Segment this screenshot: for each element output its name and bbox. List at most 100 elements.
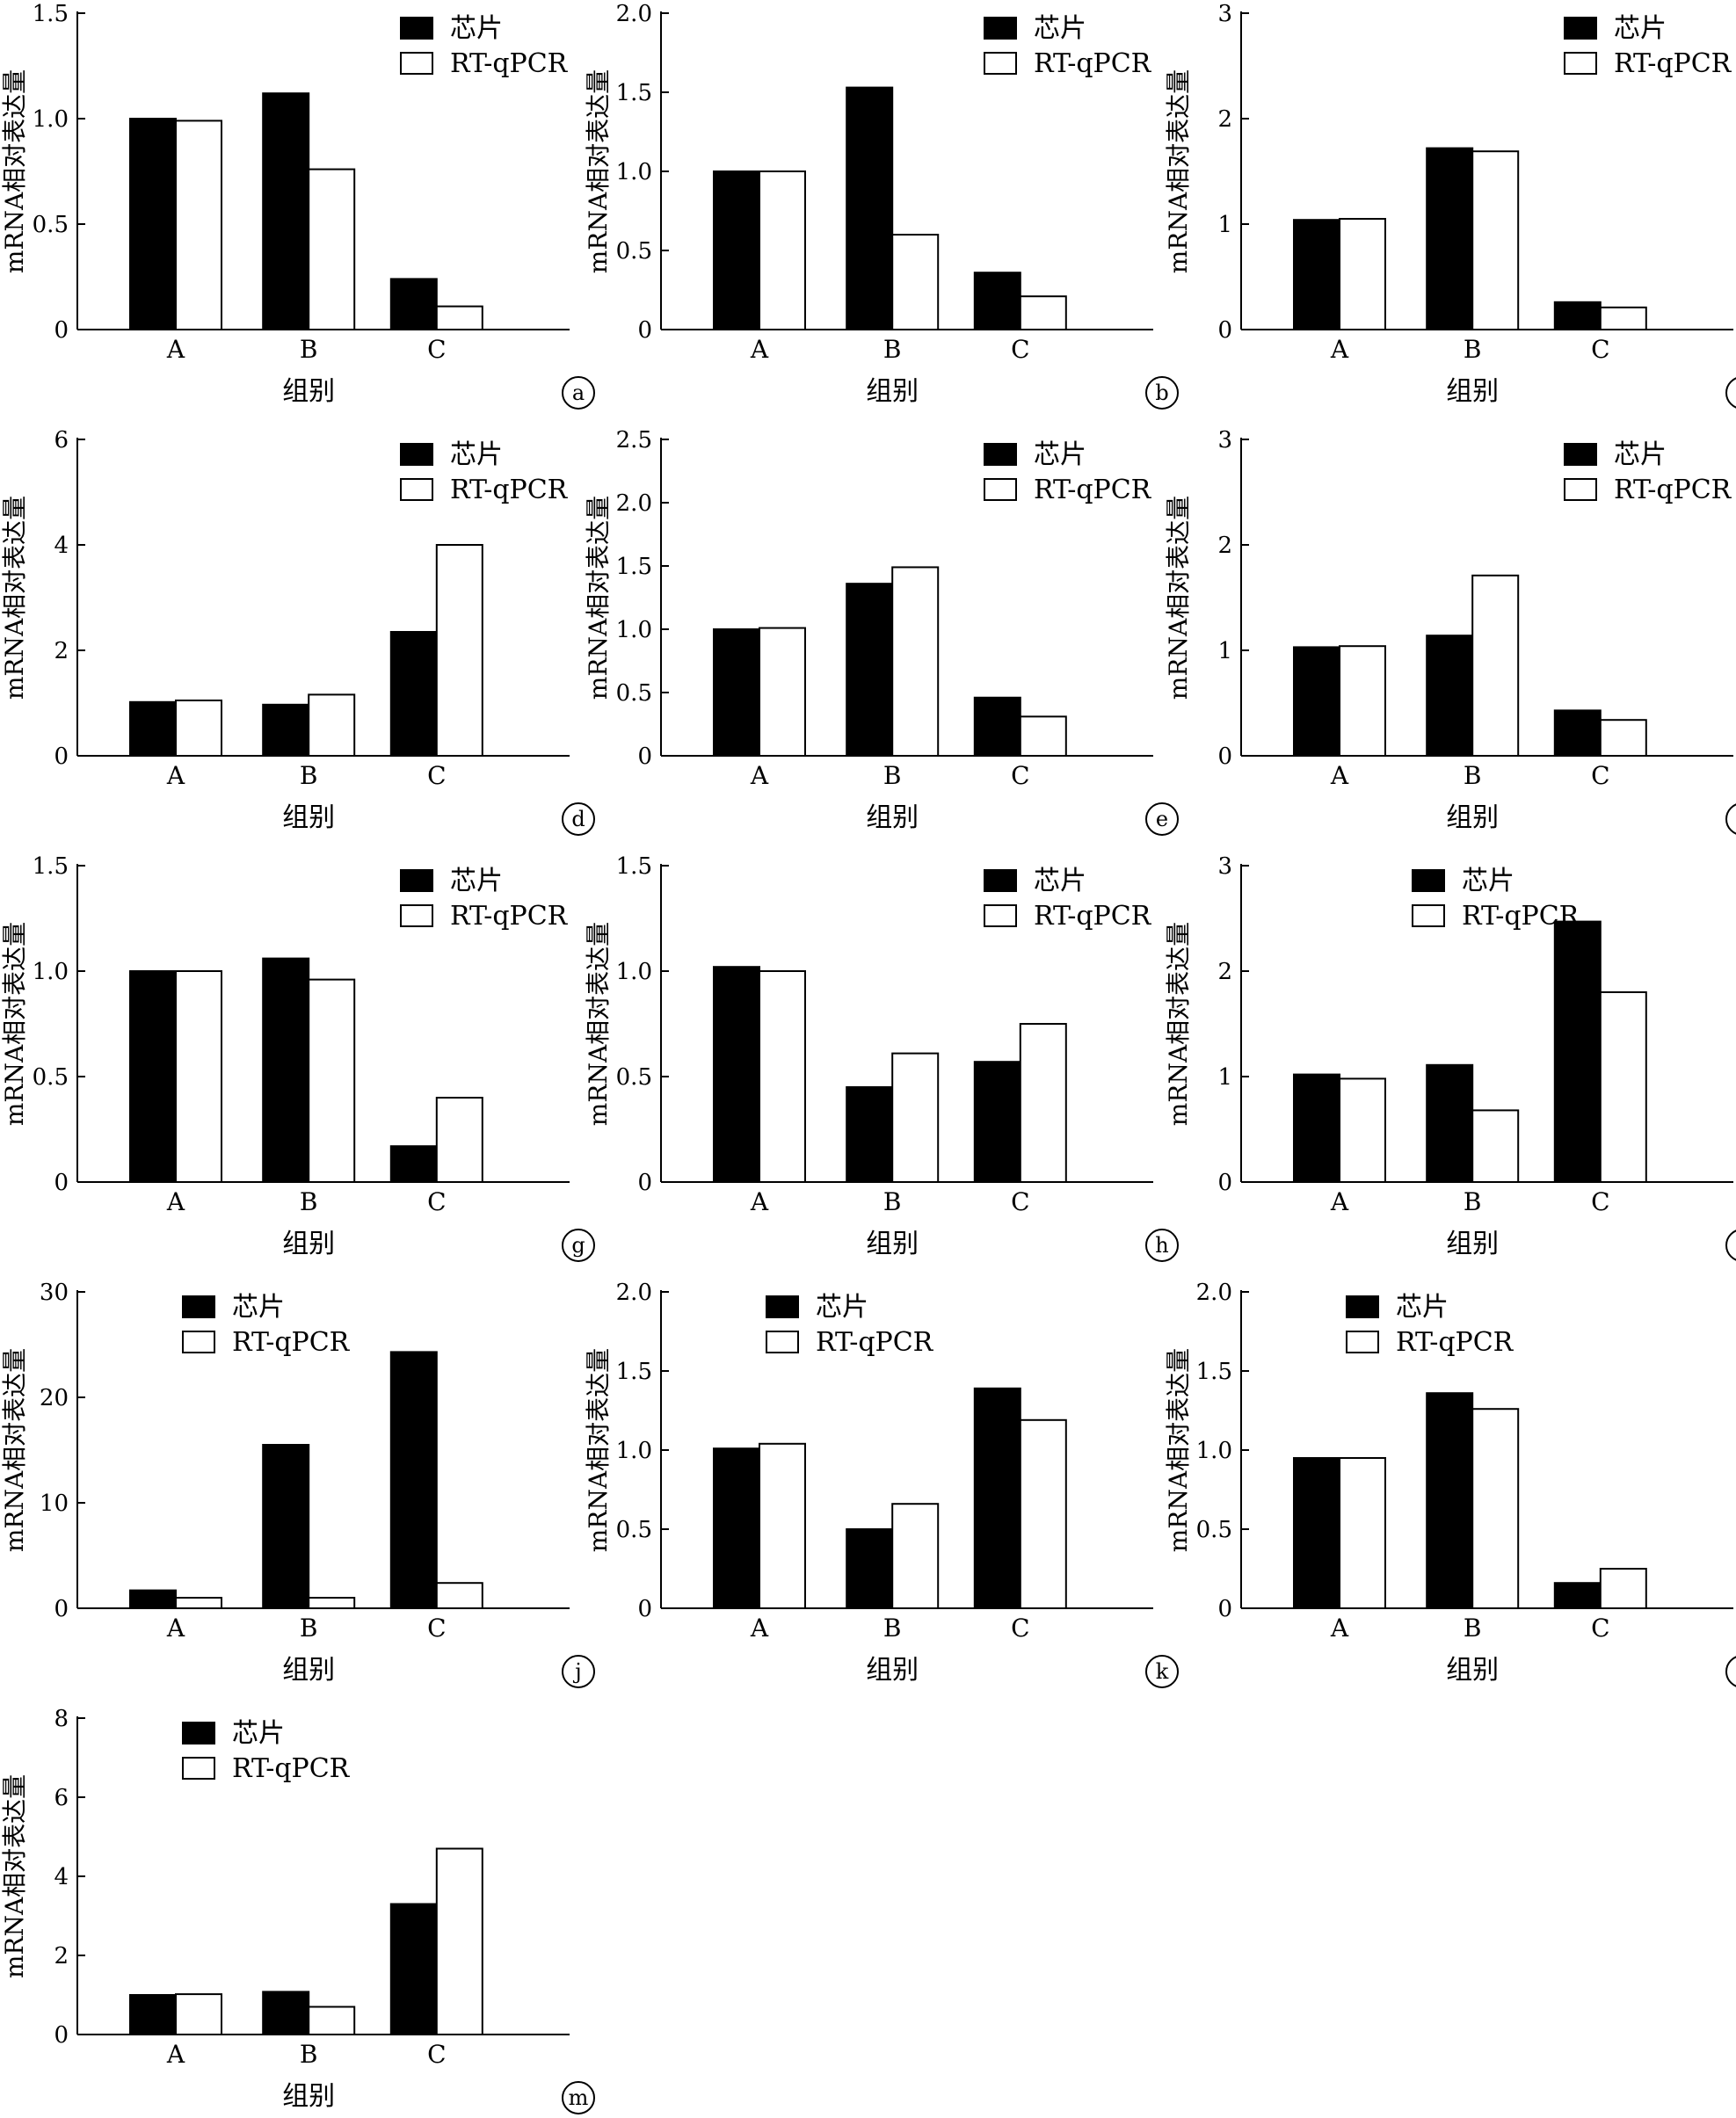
x-tick-label: B bbox=[300, 761, 318, 790]
legend-swatch-chip bbox=[400, 869, 433, 892]
legend-swatch-qpcr bbox=[1564, 478, 1597, 501]
legend-label-qpcr: RT-qPCR bbox=[1034, 475, 1152, 505]
panel-label-circle bbox=[562, 1655, 595, 1688]
bar-chip bbox=[846, 86, 894, 330]
bar-qpcr bbox=[1339, 1457, 1386, 1609]
legend-label-chip: 芯片 bbox=[1614, 13, 1667, 44]
x-tick-label: C bbox=[427, 1614, 446, 1643]
bar-chip bbox=[1293, 646, 1340, 758]
panel-b: 0 0.5 1.0 1.5 2.0 mRNA相对表达量 A B C 组别 b 芯片 RT-qPCR bbox=[584, 1, 1179, 410]
legend-swatch-qpcr bbox=[182, 1331, 215, 1353]
panel-label-circle bbox=[562, 802, 595, 836]
y-tick-label: 2 bbox=[1217, 959, 1232, 985]
y-axis-label: mRNA相对表达量 bbox=[584, 496, 613, 700]
x-tick-label: A bbox=[750, 761, 769, 790]
x-tick-label: B bbox=[1464, 1187, 1482, 1216]
panel-m: 0 2 4 6 8 mRNA相对表达量 A B C 组别 m 芯片 RT-qPCR bbox=[0, 1706, 595, 2114]
y-axis-label: mRNA相对表达量 bbox=[584, 1348, 613, 1552]
x-tick-label: A bbox=[1330, 335, 1349, 364]
bar-qpcr bbox=[759, 970, 806, 1183]
panel-g: 0 0.5 1.0 1.5 mRNA相对表达量 A B C 组别 g 芯片 RT-qPCR bbox=[0, 853, 595, 1262]
legend-label-chip: 芯片 bbox=[450, 13, 503, 44]
y-tick-label: 1.5 bbox=[616, 853, 652, 880]
bar-chip bbox=[973, 1387, 1021, 1610]
y-axis-label: mRNA相对表达量 bbox=[1164, 1348, 1193, 1552]
y-tick-label: 0.5 bbox=[33, 1064, 69, 1091]
bar-qpcr bbox=[1019, 1023, 1067, 1183]
y-tick-label: 3 bbox=[1217, 853, 1232, 880]
y-tick-label: 1.0 bbox=[616, 617, 652, 643]
bar-chip bbox=[389, 631, 438, 757]
bar-qpcr bbox=[891, 566, 940, 757]
panel-c: 0123mRNA相对表达量ABC组别c芯片RT-qPCR bbox=[1164, 1, 1736, 409]
x-tick-label: A bbox=[166, 1187, 185, 1216]
bar-chip bbox=[713, 170, 760, 330]
x-tick-label: C bbox=[427, 335, 446, 364]
y-tick-label: 2 bbox=[1217, 533, 1232, 559]
x-tick-label: C bbox=[1591, 1614, 1609, 1643]
y-axis-label: mRNA相对表达量 bbox=[1164, 922, 1193, 1126]
bar-qpcr bbox=[891, 1052, 940, 1183]
x-tick-label: A bbox=[1330, 1614, 1349, 1643]
panel-label: d bbox=[571, 807, 585, 831]
bar-qpcr bbox=[435, 1097, 483, 1183]
bar-chip bbox=[973, 272, 1021, 331]
x-axis-label: 组别 bbox=[282, 2081, 335, 2112]
y-tick-label: 0 bbox=[637, 743, 652, 770]
legend-label-qpcr: RT-qPCR bbox=[450, 48, 569, 79]
y-tick-label: 0 bbox=[54, 317, 69, 344]
x-axis-label: 组别 bbox=[1446, 1229, 1499, 1259]
y-axis-label: mRNA相对表达量 bbox=[584, 69, 613, 273]
bar-qpcr bbox=[891, 234, 940, 330]
legend-label-qpcr: RT-qPCR bbox=[450, 475, 569, 505]
legend-swatch-qpcr bbox=[400, 52, 433, 75]
bar-qpcr bbox=[308, 693, 356, 758]
legend-swatch-qpcr bbox=[766, 1331, 799, 1353]
x-axis-label: 组别 bbox=[866, 802, 919, 833]
panel-label: a bbox=[572, 381, 585, 405]
bar-qpcr bbox=[759, 170, 806, 330]
legend-label-chip: 芯片 bbox=[450, 866, 503, 896]
x-tick-label: C bbox=[1591, 761, 1609, 790]
legend-label-qpcr: RT-qPCR bbox=[816, 1327, 934, 1358]
bar-chip bbox=[389, 278, 438, 330]
x-tick-label: B bbox=[300, 2040, 318, 2069]
legend-label-chip: 芯片 bbox=[1034, 13, 1086, 44]
x-tick-label: A bbox=[750, 1187, 769, 1216]
panel-label-circle bbox=[1725, 803, 1736, 835]
legend-label-qpcr: RT-qPCR bbox=[1614, 48, 1732, 79]
panel-l: 00.51.01.52.0mRNA相对表达量ABC组别l芯片RT-qPCR bbox=[1164, 1280, 1736, 1687]
legend-swatch-chip bbox=[400, 17, 433, 40]
panel-label-circle bbox=[1145, 802, 1179, 836]
y-tick-label: 0 bbox=[1217, 317, 1232, 344]
x-axis-label: 组别 bbox=[282, 1655, 335, 1686]
panel-h: 0 0.5 1.0 1.5 mRNA相对表达量 A B C 组别 h 芯片 RT-qPCR bbox=[584, 853, 1179, 1262]
y-tick-label: 0.5 bbox=[616, 1517, 652, 1543]
x-tick-label: B bbox=[300, 335, 318, 364]
y-tick-label: 0 bbox=[637, 317, 652, 344]
bar-qpcr bbox=[175, 1993, 222, 2036]
legend-label-chip: 芯片 bbox=[450, 439, 503, 470]
y-tick-label: 0 bbox=[1217, 1596, 1232, 1622]
bar-qpcr bbox=[1019, 295, 1067, 331]
panel-label: m bbox=[569, 2085, 589, 2110]
x-tick-label: B bbox=[300, 1187, 318, 1216]
y-tick-label: 2.0 bbox=[616, 1, 652, 27]
x-tick-label: B bbox=[883, 1614, 902, 1643]
x-axis-label: 组别 bbox=[282, 376, 335, 407]
y-tick-label: 0 bbox=[54, 1596, 69, 1622]
bar-qpcr bbox=[1471, 150, 1520, 330]
legend-label-chip: 芯片 bbox=[1396, 1292, 1449, 1323]
x-tick-label: C bbox=[427, 761, 446, 790]
bar-qpcr bbox=[1471, 1408, 1520, 1609]
legend-swatch-qpcr bbox=[984, 904, 1017, 927]
bar-chip bbox=[262, 957, 310, 1183]
legend-swatch-chip bbox=[984, 869, 1017, 892]
y-tick-label: 0 bbox=[1217, 1170, 1232, 1196]
bar-chip bbox=[129, 118, 177, 330]
legend-swatch-qpcr bbox=[984, 52, 1017, 75]
panel-label-circle bbox=[1725, 1229, 1736, 1261]
x-tick-label: C bbox=[427, 1187, 446, 1216]
bar-chip bbox=[389, 1351, 438, 1610]
